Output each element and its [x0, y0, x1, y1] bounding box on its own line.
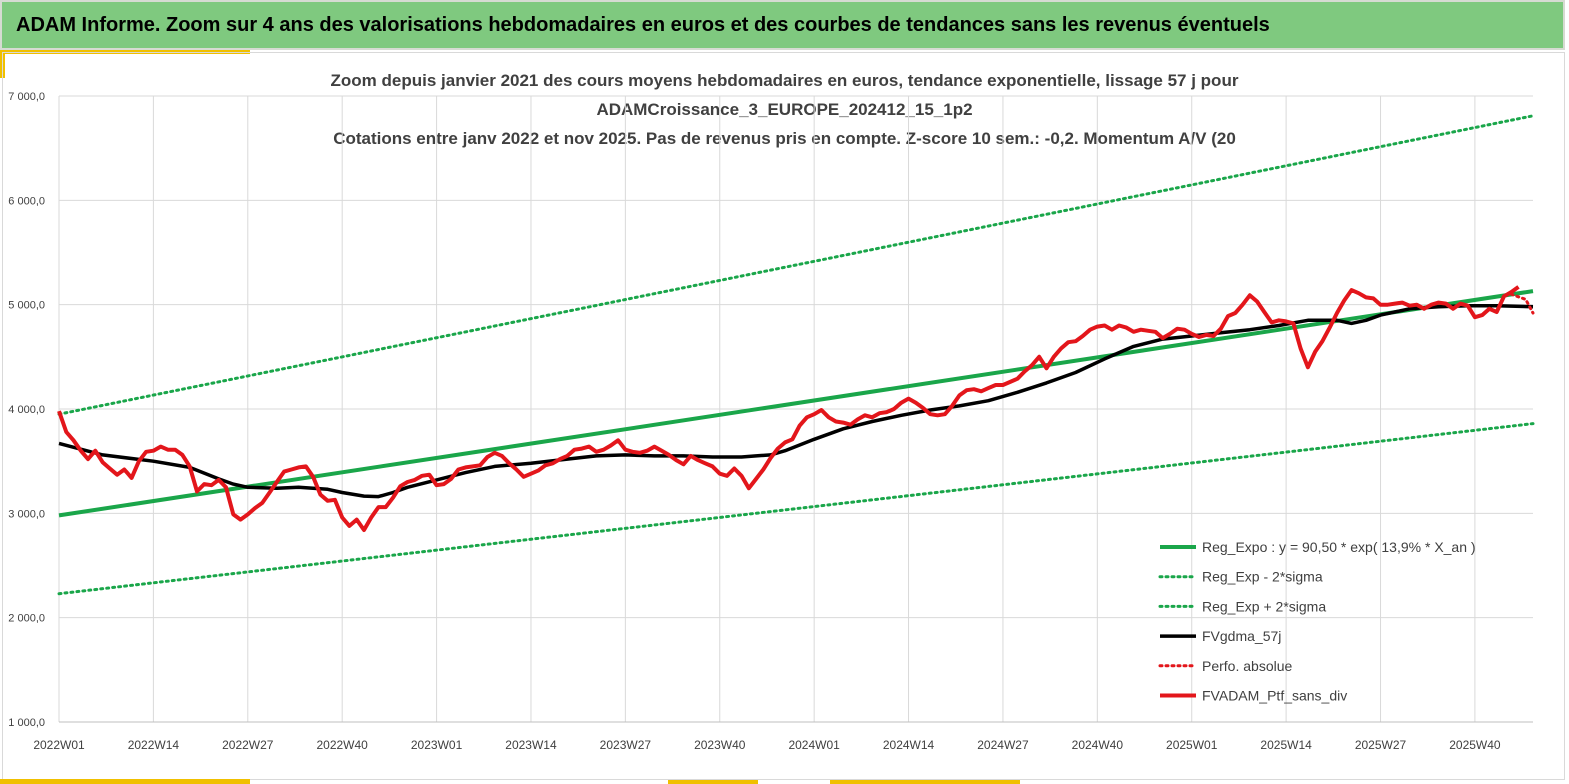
x-tick-label: 2022W27	[222, 738, 274, 752]
x-tick-label: 2023W14	[505, 738, 557, 752]
legend-label: FVADAM_Ptf_sans_div	[1202, 688, 1347, 704]
x-tick-label: 2023W27	[600, 738, 652, 752]
y-tick-label: 2 000,0	[8, 613, 45, 625]
series-line-0	[58, 289, 1534, 518]
x-tick-label: 2025W14	[1260, 738, 1312, 752]
series-line-5	[57, 285, 1520, 532]
accent-stripe-bottom-2	[668, 780, 758, 784]
x-tick-label: 2024W27	[977, 738, 1029, 752]
x-tick-label: 2025W01	[1166, 738, 1218, 752]
legend-label: Reg_Exp + 2*sigma	[1202, 598, 1326, 614]
accent-stripe-bottom	[0, 779, 250, 784]
x-tick-label: 2025W40	[1449, 738, 1501, 752]
y-tick-label: 5 000,0	[8, 300, 45, 312]
y-tick-label: 6 000,0	[8, 195, 45, 207]
legend: Reg_Expo : y = 90,50 * exp( 13,9% * X_an…	[1158, 539, 1476, 704]
legend-label: Reg_Expo : y = 90,50 * exp( 13,9% * X_an…	[1202, 539, 1476, 555]
legend-label: Reg_Exp - 2*sigma	[1202, 569, 1323, 585]
x-tick-label: 2022W14	[128, 738, 180, 752]
x-tick-label: 2022W01	[33, 738, 85, 752]
series-layer	[57, 114, 1535, 596]
page-title: ADAM Informe. Zoom sur 4 ans des valoris…	[16, 13, 1270, 36]
y-tick-label: 7 000,0	[8, 91, 45, 103]
x-tick-label: 2025W27	[1355, 738, 1407, 752]
chart-title-line-3: Cotations entre janv 2022 et nov 2025. P…	[333, 129, 1236, 148]
x-tick-label: 2024W01	[788, 738, 840, 752]
legend-label: Perfo. absolue	[1202, 658, 1292, 674]
x-tick-label: 2023W40	[694, 738, 746, 752]
chart-title-line-1: Zoom depuis janvier 2021 des cours moyen…	[330, 71, 1239, 90]
axis-layer: 1 000,0 2 000,0 3 000,0 4 000,0 5 000,0 6 000…	[8, 91, 1533, 752]
y-tick-label: 1 000,0	[8, 717, 45, 729]
x-tick-label: 2024W40	[1072, 738, 1124, 752]
x-tick-label: 2024W14	[883, 738, 935, 752]
chart-title-line-2: ADAMCroissance_3_EUROPE_202412_15_1p2	[596, 100, 973, 119]
header-bar: ADAM Informe. Zoom sur 4 ans des valoris…	[0, 0, 1565, 50]
x-tick-label: 2023W01	[411, 738, 463, 752]
y-tick-label: 3 000,0	[8, 508, 45, 520]
series-line-4	[1509, 292, 1535, 315]
series-line-1	[57, 422, 1535, 596]
series-line-3	[58, 303, 1534, 499]
chart-frame	[2, 52, 1565, 780]
x-tick-label: 2022W40	[316, 738, 368, 752]
series-line-2	[57, 114, 1535, 416]
accent-stripe-bottom-3	[830, 780, 1020, 784]
y-tick-label: 4 000,0	[8, 404, 45, 416]
legend-label: FVgdma_57j	[1202, 628, 1281, 644]
grid-layer	[58, 95, 1533, 723]
